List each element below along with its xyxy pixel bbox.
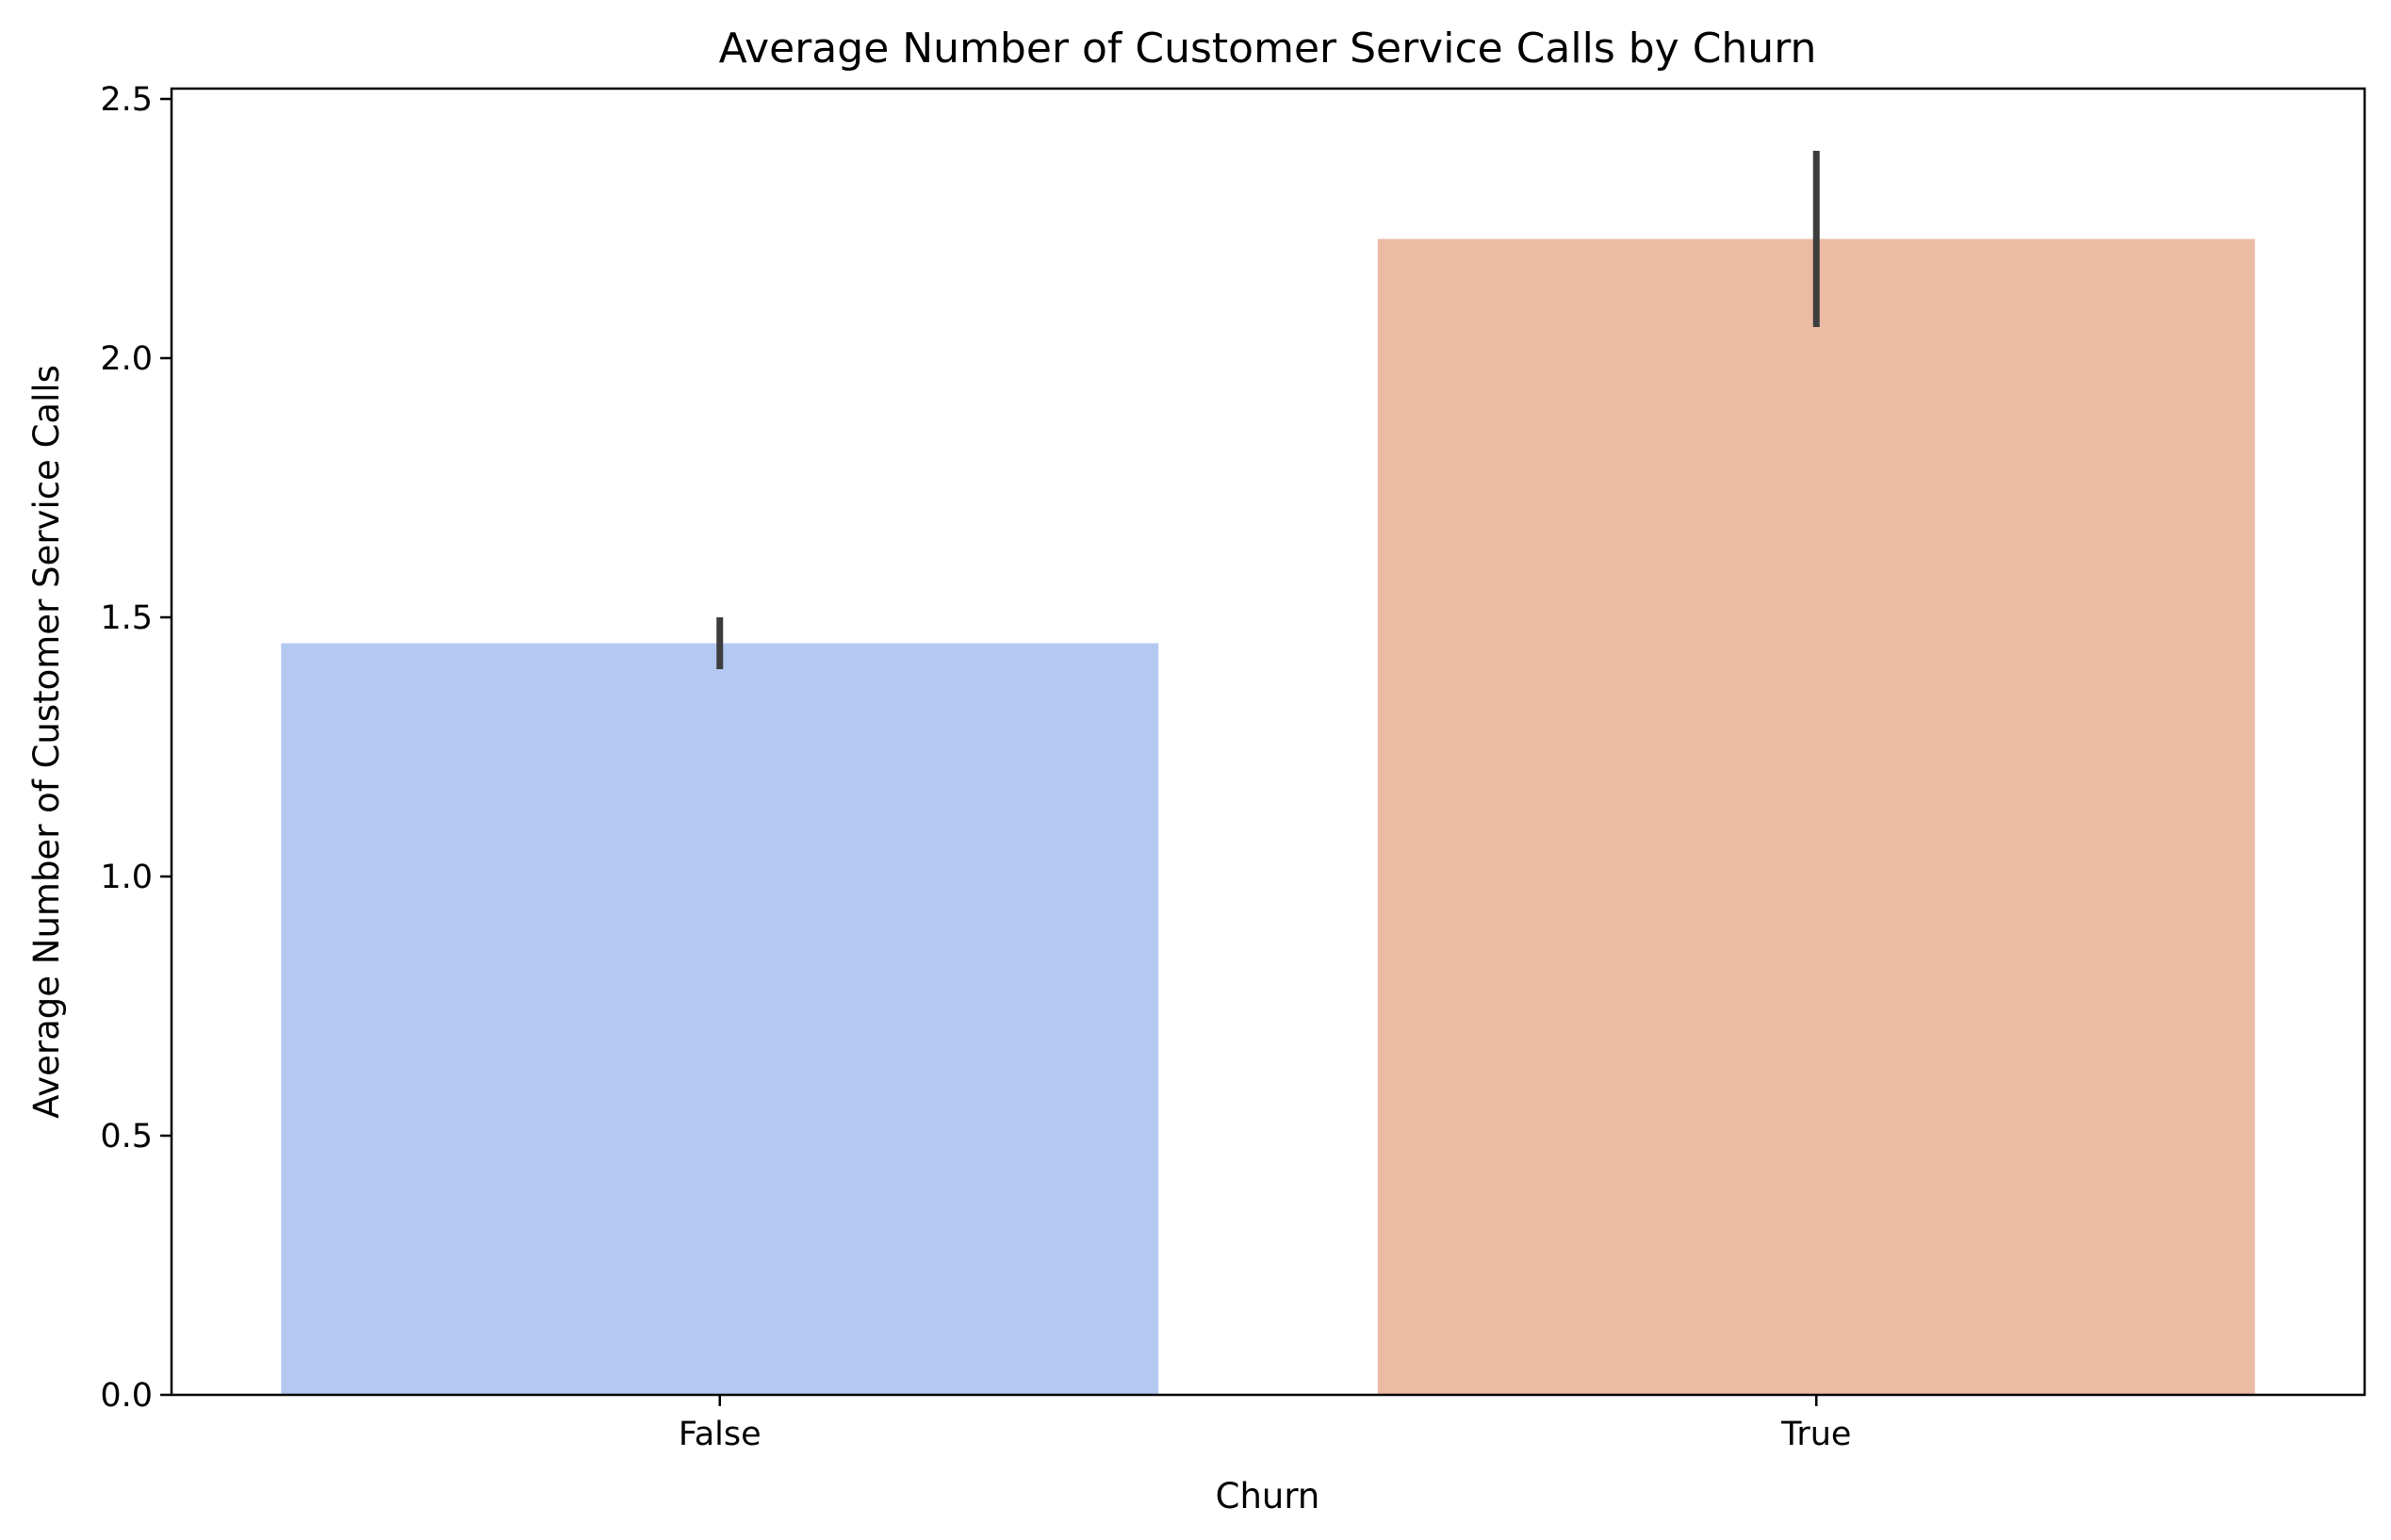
chart-title: Average Number of Customer Service Calls… xyxy=(719,25,1817,73)
y-tick-label: 2.0 xyxy=(100,340,153,378)
plot-frame xyxy=(170,87,2366,1397)
bar-false xyxy=(281,643,1159,1395)
y-tick-label: 1.5 xyxy=(100,599,153,637)
x-tick-label-false: False xyxy=(679,1416,762,1453)
y-axis-title: Average Number of Customer Service Calls xyxy=(26,365,67,1119)
x-tick-label-true: True xyxy=(1780,1416,1851,1453)
y-tick-label: 0.0 xyxy=(100,1377,153,1415)
bars-group xyxy=(281,238,2255,1395)
y-tick-label: 1.0 xyxy=(100,859,153,896)
error-bars-group xyxy=(716,151,1820,669)
y-tick-label: 0.5 xyxy=(100,1118,153,1155)
y-axis: 0.0 0.5 1.0 1.5 2.0 2.5 xyxy=(100,81,172,1415)
x-axis-title: Churn xyxy=(1216,1476,1320,1516)
bar-true xyxy=(1377,238,2255,1395)
y-tick-label: 2.5 xyxy=(100,81,153,119)
x-axis: False True xyxy=(679,1395,1851,1453)
